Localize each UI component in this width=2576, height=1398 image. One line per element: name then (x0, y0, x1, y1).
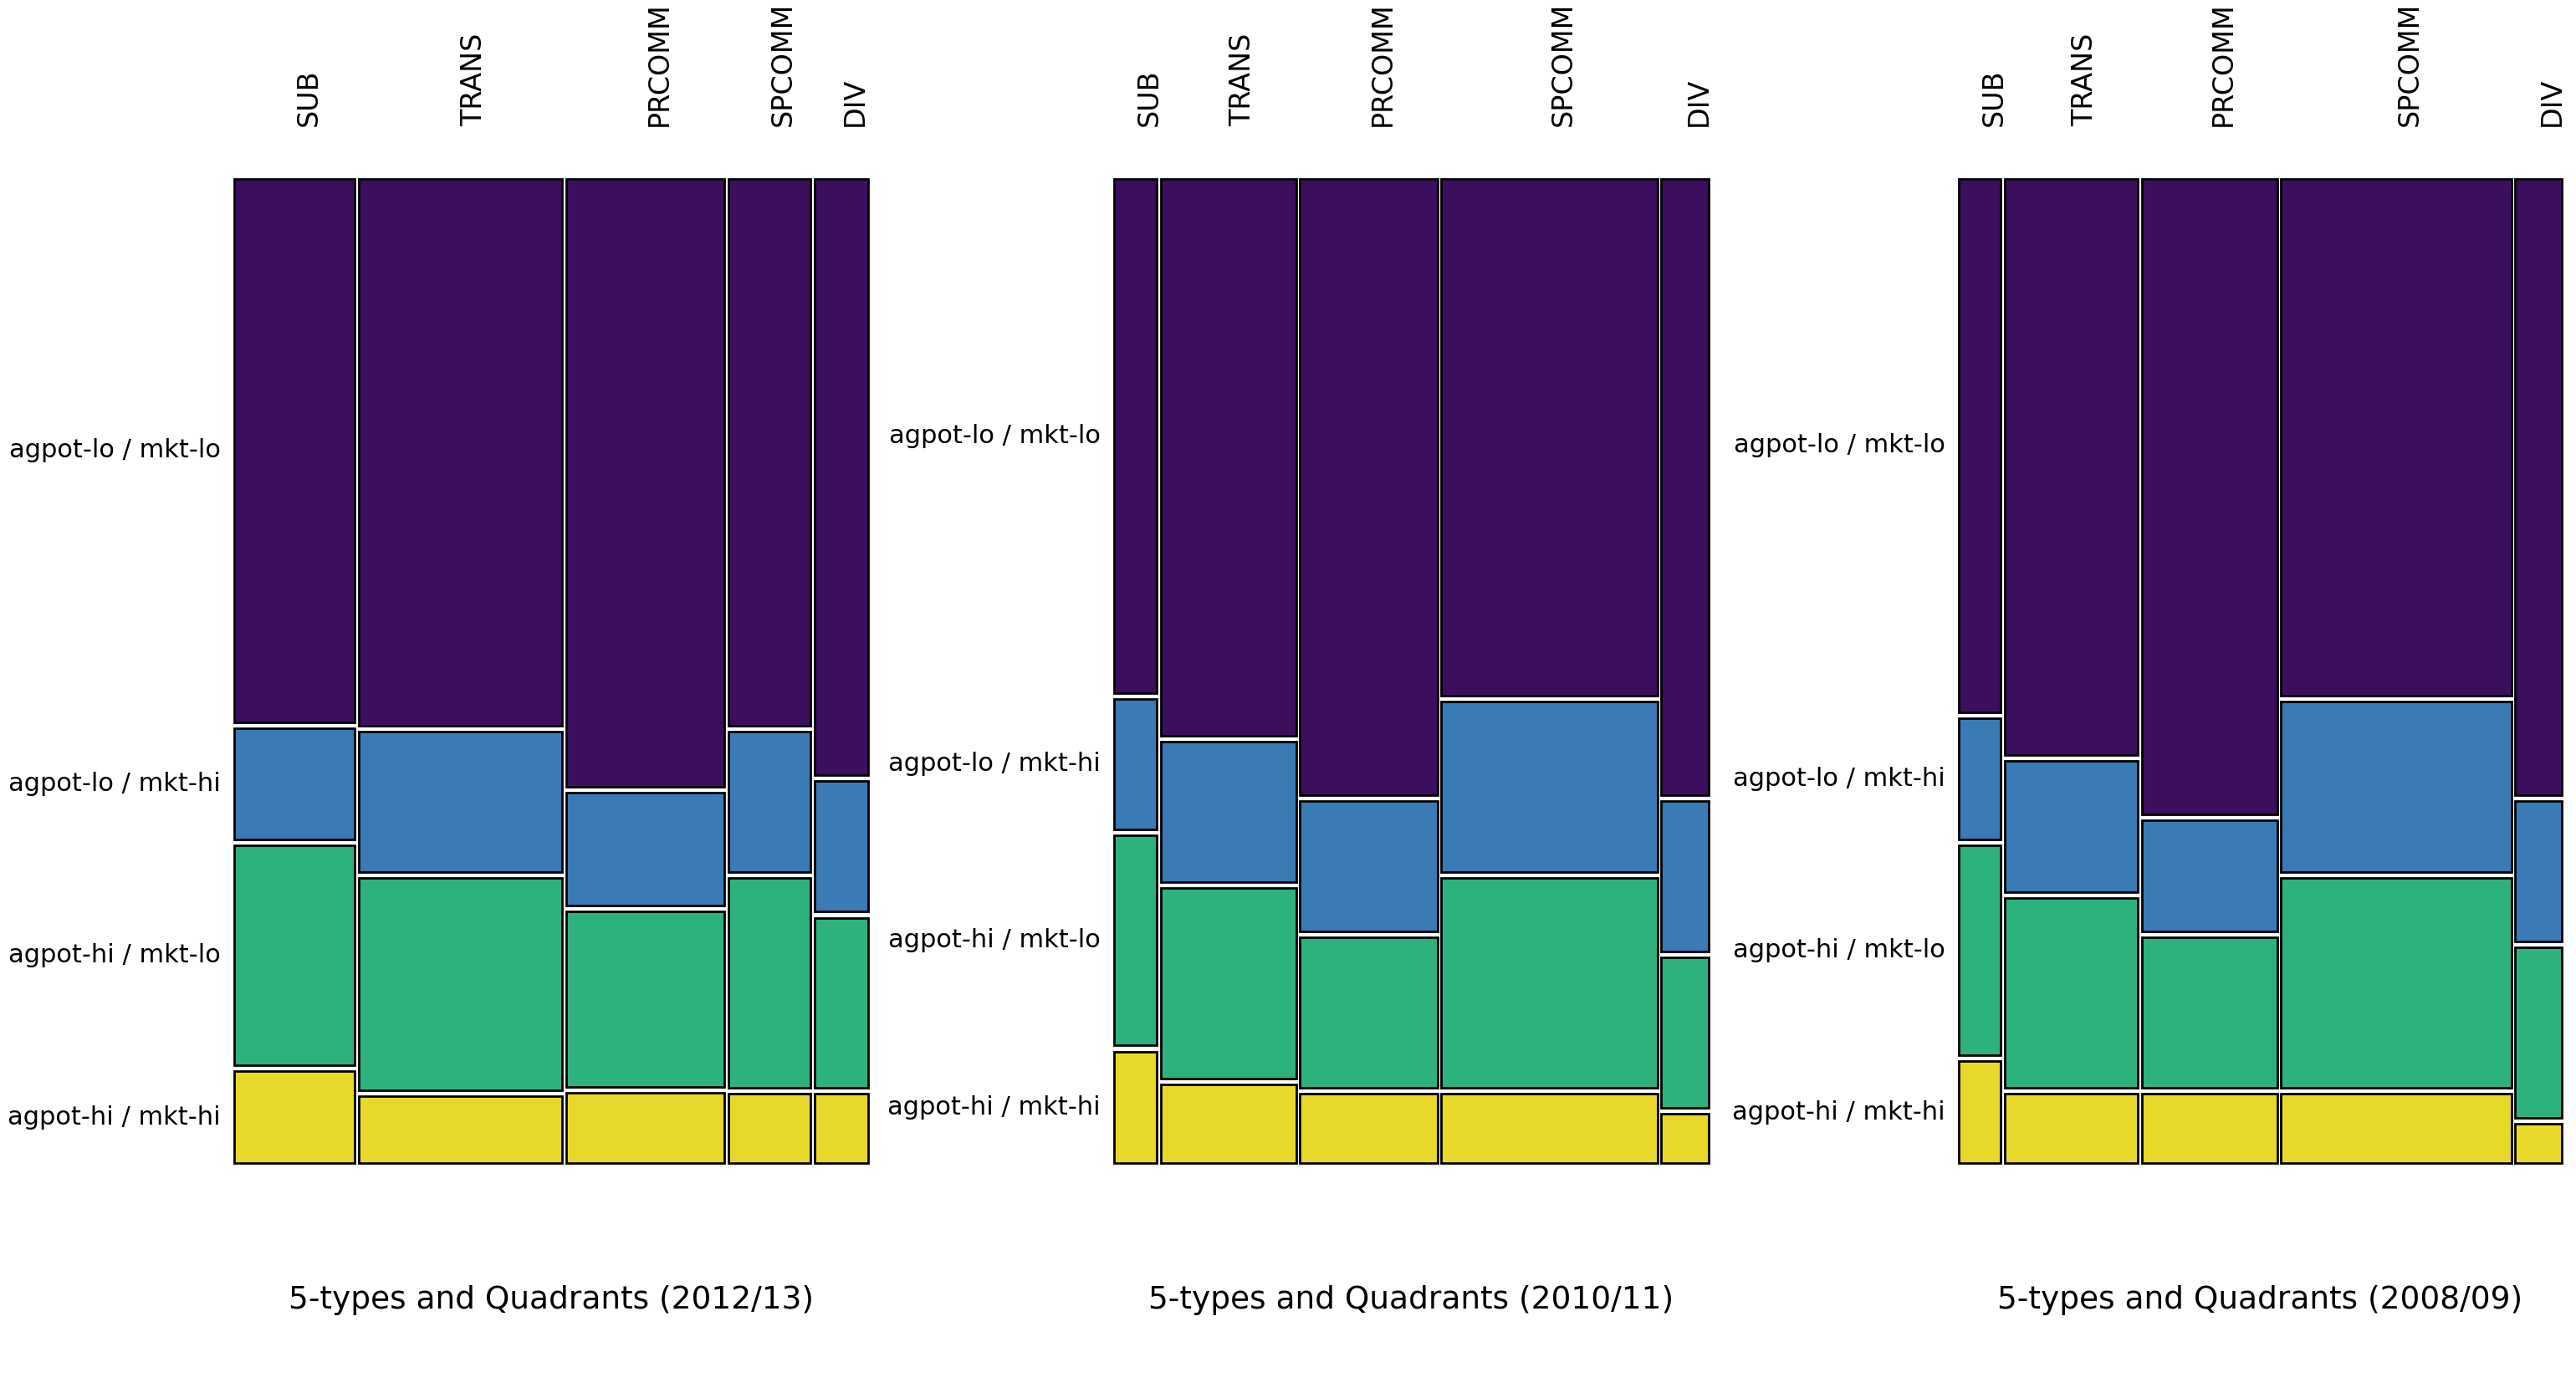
Bar (1301, 801, 1437, 931)
Bar (1443, 179, 1659, 696)
Bar (814, 179, 868, 774)
Bar (2004, 179, 2138, 755)
Bar (2514, 801, 2561, 941)
Bar (1162, 1085, 1296, 1163)
Bar (2514, 1124, 2561, 1163)
Text: 5-types and Quadrants (2012/13): 5-types and Quadrants (2012/13) (289, 1285, 814, 1316)
Bar (567, 911, 724, 1088)
Bar (1115, 699, 1157, 829)
Bar (1115, 836, 1157, 1046)
Text: DIV: DIV (842, 77, 868, 126)
Bar (358, 878, 562, 1090)
Bar (234, 728, 355, 839)
Text: agpot-lo / mkt-lo: agpot-lo / mkt-lo (1734, 433, 1945, 457)
Bar (729, 878, 811, 1088)
Bar (729, 179, 811, 726)
Bar (1443, 878, 1659, 1088)
Text: agpot-hi / mkt-hi: agpot-hi / mkt-hi (1734, 1100, 1945, 1124)
Bar (567, 179, 724, 787)
Bar (2280, 878, 2512, 1088)
Bar (358, 179, 562, 726)
Bar (2141, 821, 2277, 931)
Bar (2280, 1095, 2512, 1163)
Bar (2004, 898, 2138, 1088)
Bar (2141, 1095, 2277, 1163)
Bar (234, 1071, 355, 1163)
Bar (1301, 938, 1437, 1088)
Bar (2280, 702, 2512, 872)
Text: agpot-lo / mkt-lo: agpot-lo / mkt-lo (10, 439, 222, 463)
Bar (1162, 179, 1296, 735)
Bar (1958, 179, 2002, 713)
Text: agpot-hi / mkt-lo: agpot-hi / mkt-lo (889, 928, 1100, 952)
Text: TRANS: TRANS (2071, 34, 2099, 126)
Bar (1115, 1051, 1157, 1163)
Bar (1662, 958, 1708, 1109)
Text: agpot-hi / mkt-hi: agpot-hi / mkt-hi (889, 1095, 1100, 1120)
Text: agpot-hi / mkt-lo: agpot-hi / mkt-lo (1734, 938, 1945, 962)
Bar (1162, 888, 1296, 1078)
Text: PRCOMM: PRCOMM (1368, 1, 1396, 126)
Bar (1301, 179, 1437, 795)
Bar (234, 179, 355, 723)
Bar (1958, 846, 2002, 1055)
Text: TRANS: TRANS (461, 34, 487, 126)
Bar (2004, 1095, 2138, 1163)
Text: SUB: SUB (1981, 69, 2007, 126)
Bar (358, 731, 562, 872)
Bar (1301, 1095, 1437, 1163)
Text: TRANS: TRANS (1229, 34, 1257, 126)
Text: 5-types and Quadrants (2010/11): 5-types and Quadrants (2010/11) (1149, 1285, 1674, 1316)
Bar (2514, 179, 2561, 795)
Bar (814, 1095, 868, 1163)
Bar (1662, 801, 1708, 952)
Text: agpot-lo / mkt-hi: agpot-lo / mkt-hi (1734, 768, 1945, 791)
Bar (2141, 179, 2277, 815)
Bar (2514, 948, 2561, 1118)
Text: agpot-hi / mkt-lo: agpot-hi / mkt-lo (8, 944, 222, 967)
Bar (814, 781, 868, 911)
Text: agpot-lo / mkt-lo: agpot-lo / mkt-lo (889, 424, 1100, 447)
Text: agpot-lo / mkt-hi: agpot-lo / mkt-hi (8, 772, 222, 795)
Text: PRCOMM: PRCOMM (2210, 1, 2236, 126)
Text: SPCOMM: SPCOMM (770, 1, 796, 126)
Text: SUB: SUB (1136, 69, 1164, 126)
Bar (729, 731, 811, 872)
Text: DIV: DIV (1685, 77, 1713, 126)
Text: agpot-lo / mkt-hi: agpot-lo / mkt-hi (889, 752, 1100, 776)
Bar (814, 917, 868, 1088)
Bar (2280, 179, 2512, 696)
Text: SUB: SUB (294, 69, 322, 126)
Text: SPCOMM: SPCOMM (2396, 1, 2424, 126)
Text: 5-types and Quadrants (2008/09): 5-types and Quadrants (2008/09) (1996, 1285, 2522, 1316)
Bar (1662, 179, 1708, 795)
Bar (2004, 761, 2138, 892)
Bar (1443, 702, 1659, 872)
Bar (1443, 1095, 1659, 1163)
Bar (729, 1095, 811, 1163)
Bar (1958, 719, 2002, 839)
Text: agpot-hi / mkt-hi: agpot-hi / mkt-hi (8, 1106, 222, 1130)
Bar (567, 1093, 724, 1163)
Bar (1958, 1061, 2002, 1163)
Bar (2141, 938, 2277, 1088)
Text: PRCOMM: PRCOMM (644, 1, 672, 126)
Text: DIV: DIV (2537, 77, 2566, 126)
Bar (234, 846, 355, 1065)
Bar (1662, 1114, 1708, 1163)
Bar (567, 793, 724, 906)
Bar (358, 1096, 562, 1163)
Bar (1162, 741, 1296, 882)
Text: SPCOMM: SPCOMM (1551, 1, 1577, 126)
Bar (1115, 179, 1157, 693)
